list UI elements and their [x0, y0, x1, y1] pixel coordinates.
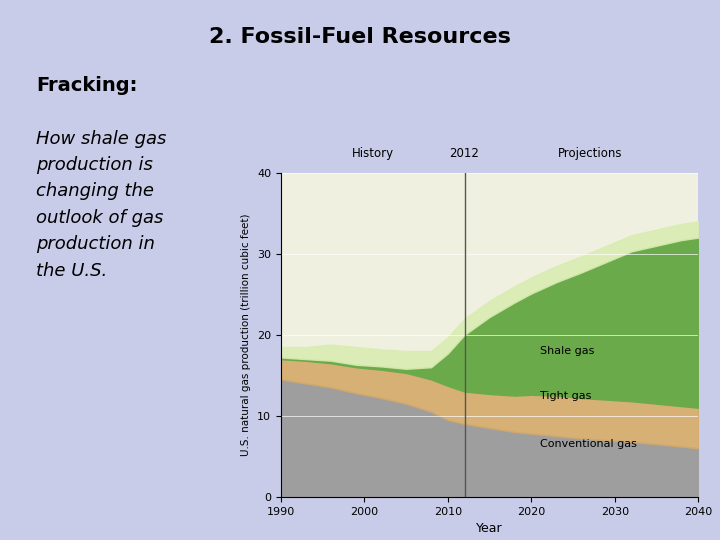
Text: History: History: [351, 146, 394, 160]
Text: How shale gas
production is
changing the
outlook of gas
production in
the U.S.: How shale gas production is changing the…: [36, 130, 166, 280]
Text: 2012: 2012: [449, 146, 480, 160]
Text: Conventional gas: Conventional gas: [540, 439, 636, 449]
Text: Tight gas: Tight gas: [540, 390, 591, 401]
Text: Shale gas: Shale gas: [540, 346, 594, 356]
Text: Fracking:: Fracking:: [36, 76, 138, 94]
Y-axis label: U.S. natural gas production (trillion cubic feet): U.S. natural gas production (trillion cu…: [241, 213, 251, 456]
Text: 2. Fossil-Fuel Resources: 2. Fossil-Fuel Resources: [209, 27, 511, 47]
Text: Projections: Projections: [557, 146, 622, 160]
X-axis label: Year: Year: [477, 522, 503, 535]
